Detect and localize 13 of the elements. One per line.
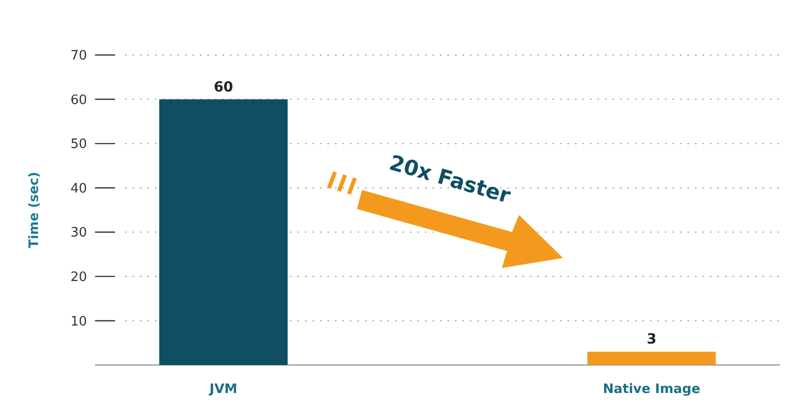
- data-label: 60: [214, 79, 234, 96]
- y-tick-label: 70: [70, 48, 87, 64]
- y-tick-label: 30: [70, 226, 87, 241]
- data-label: 3: [646, 332, 656, 348]
- y-tick-label: 60: [70, 92, 87, 108]
- y-tick-label: 10: [70, 314, 87, 330]
- y-tick-label: 40: [70, 181, 87, 196]
- x-tick-label: Native Image: [602, 382, 700, 397]
- y-axis-title: Time (sec): [27, 172, 42, 248]
- y-tick-label: 20: [70, 270, 87, 285]
- y-tick-label: 50: [70, 137, 87, 152]
- x-tick-label: JVM: [208, 382, 238, 397]
- annotation: 20x Faster: [386, 150, 514, 208]
